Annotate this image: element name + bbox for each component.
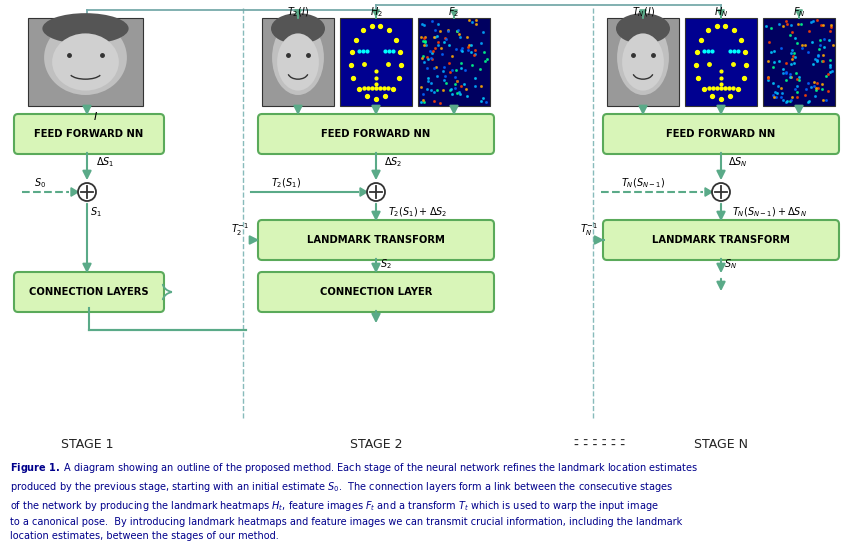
Text: $T_N(S_{N-1})$: $T_N(S_{N-1})$: [621, 176, 665, 190]
Ellipse shape: [622, 33, 664, 90]
Ellipse shape: [44, 20, 127, 95]
Text: $T_2(S_1)$: $T_2(S_1)$: [271, 176, 301, 190]
Ellipse shape: [272, 20, 324, 95]
Text: $T_N(I)$: $T_N(I)$: [631, 5, 654, 19]
Text: STAGE N: STAGE N: [694, 438, 748, 452]
Text: $\bf{Figure\ 1.}$ A diagram showing an outline of the proposed method. Each stag: $\bf{Figure\ 1.}$ A diagram showing an o…: [10, 461, 698, 541]
Ellipse shape: [616, 13, 670, 44]
FancyBboxPatch shape: [603, 220, 839, 260]
FancyBboxPatch shape: [685, 18, 757, 106]
Text: $T_2(I)$: $T_2(I)$: [287, 5, 309, 19]
Text: $T_N^{-1}$: $T_N^{-1}$: [580, 221, 598, 239]
Text: $H_2$: $H_2$: [370, 5, 383, 19]
FancyBboxPatch shape: [14, 114, 164, 154]
Text: STAGE 1: STAGE 1: [61, 438, 114, 452]
Text: $T_2^{-1}$: $T_2^{-1}$: [231, 221, 249, 239]
FancyBboxPatch shape: [418, 18, 490, 106]
Polygon shape: [71, 188, 78, 196]
FancyBboxPatch shape: [258, 220, 494, 260]
Text: $\Delta S_2$: $\Delta S_2$: [384, 155, 402, 169]
FancyBboxPatch shape: [28, 18, 143, 106]
Text: $F_N$: $F_N$: [793, 5, 805, 19]
FancyBboxPatch shape: [603, 114, 839, 154]
FancyBboxPatch shape: [607, 18, 679, 106]
Ellipse shape: [617, 20, 669, 95]
FancyBboxPatch shape: [258, 114, 494, 154]
Ellipse shape: [271, 13, 325, 44]
Polygon shape: [360, 188, 367, 196]
Text: $F_2$: $F_2$: [448, 5, 459, 19]
Text: FEED FORWARD NN: FEED FORWARD NN: [34, 129, 144, 139]
Text: $\Delta S_N$: $\Delta S_N$: [728, 155, 748, 169]
Text: CONNECTION LAYERS: CONNECTION LAYERS: [29, 287, 149, 297]
Text: - - - - - -: - - - - - -: [574, 438, 625, 452]
FancyBboxPatch shape: [340, 18, 412, 106]
Text: STAGE 2: STAGE 2: [350, 438, 402, 452]
Ellipse shape: [42, 13, 129, 44]
Text: $T_2(S_1)+\Delta S_2$: $T_2(S_1)+\Delta S_2$: [389, 205, 448, 219]
Text: $\Delta S_1$: $\Delta S_1$: [95, 155, 114, 169]
Text: CONNECTION LAYER: CONNECTION LAYER: [320, 287, 433, 297]
Text: LANDMARK TRANSFORM: LANDMARK TRANSFORM: [307, 235, 445, 245]
Text: $S_0$: $S_0$: [34, 176, 46, 190]
Polygon shape: [705, 188, 712, 196]
FancyBboxPatch shape: [14, 272, 164, 312]
FancyBboxPatch shape: [258, 272, 494, 312]
FancyBboxPatch shape: [262, 18, 334, 106]
Text: $H_N$: $H_N$: [714, 5, 728, 19]
Text: FEED FORWARD NN: FEED FORWARD NN: [322, 129, 431, 139]
Text: FEED FORWARD NN: FEED FORWARD NN: [666, 129, 776, 139]
Text: $T_N(S_{N-1})+\Delta S_N$: $T_N(S_{N-1})+\Delta S_N$: [732, 205, 807, 219]
Text: LANDMARK TRANSFORM: LANDMARK TRANSFORM: [652, 235, 790, 245]
Text: $I$: $I$: [93, 110, 97, 122]
FancyBboxPatch shape: [763, 18, 835, 106]
Text: $S_N$: $S_N$: [724, 257, 738, 271]
Ellipse shape: [52, 33, 119, 90]
Text: $S_2$: $S_2$: [380, 257, 392, 271]
Ellipse shape: [277, 33, 319, 90]
Text: - - - - - -: - - - - - -: [574, 433, 625, 447]
Text: $S_1$: $S_1$: [90, 205, 101, 219]
